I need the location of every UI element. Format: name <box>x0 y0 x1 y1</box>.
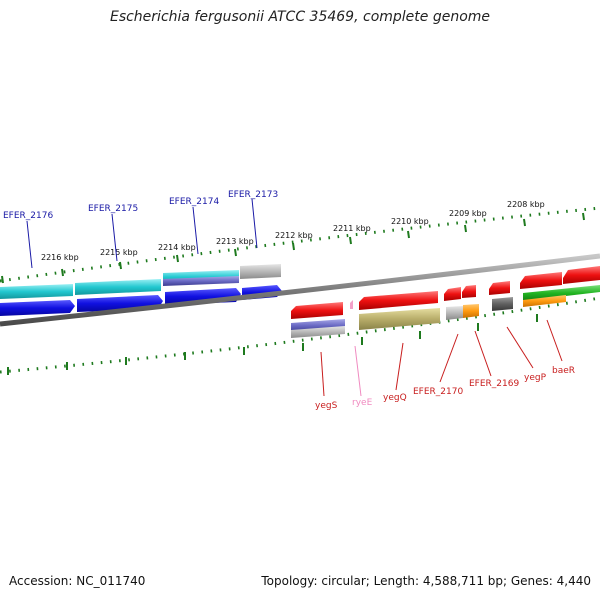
scale-label-2213: 2213 kbp <box>216 237 254 246</box>
gene-label-yegq[interactable]: yegQ <box>383 393 407 403</box>
cds-arrow-yegq[interactable] <box>359 291 438 310</box>
top-leader-lines <box>26 198 258 269</box>
gene-label-efer-2170[interactable]: EFER_2170 <box>413 387 463 397</box>
minus-strand-cds <box>291 266 600 319</box>
cds-arrow-efer-2169[interactable] <box>462 285 476 298</box>
scale-label-2216: 2216 kbp <box>41 253 79 262</box>
minus-strand-annotations <box>291 285 600 338</box>
genome-summary: Topology: circular; Length: 4,588,711 bp… <box>261 574 591 588</box>
cds-arrow-yegs[interactable] <box>291 302 343 319</box>
scale-label-2208: 2208 kbp <box>507 200 545 209</box>
inner-scale-ring <box>0 296 600 375</box>
bottom-leader-lines <box>320 319 563 397</box>
scale-label-2209: 2209 kbp <box>449 209 487 218</box>
bottom-gene-labels: yegS ryeE yegQ EFER_2170 EFER_2169 yegP … <box>315 366 575 411</box>
plus-strand-annotations <box>0 264 281 299</box>
outer-scale-ring <box>0 206 600 284</box>
genome-backbone <box>0 253 600 327</box>
scale-label-2215: 2215 kbp <box>100 248 138 257</box>
accession-label: Accession: NC_011740 <box>9 574 146 588</box>
gene-label-efer-2175[interactable]: EFER_2175 <box>88 204 138 214</box>
cds-arrow-efer-2170[interactable] <box>444 287 461 301</box>
scale-label-2211: 2211 kbp <box>333 224 371 233</box>
gene-label-baer[interactable]: baeR <box>552 366 575 376</box>
rna-ryee[interactable] <box>350 300 353 309</box>
scale-label-2210: 2210 kbp <box>391 217 429 226</box>
gene-label-efer-2174[interactable]: EFER_2174 <box>169 197 219 207</box>
cds-arrow-yegp[interactable] <box>489 281 510 295</box>
gene-label-efer-2176[interactable]: EFER_2176 <box>3 211 53 221</box>
gene-label-yegp[interactable]: yegP <box>524 373 547 383</box>
top-gene-labels: EFER_2176 EFER_2175 EFER_2174 EFER_2173 <box>3 190 278 221</box>
map-title: Escherichia fergusonii ATCC 35469, compl… <box>109 9 491 25</box>
scale-labels: 2216 kbp 2215 kbp 2214 kbp 2213 kbp 2212… <box>41 200 545 262</box>
cds-arrow-baer-1[interactable] <box>520 272 562 289</box>
gene-label-yegs[interactable]: yegS <box>315 401 338 411</box>
cds-arrow-baer-2[interactable] <box>563 266 600 284</box>
scale-label-2212: 2212 kbp <box>275 231 313 240</box>
scale-label-2214: 2214 kbp <box>158 243 196 252</box>
cds-arrow-efer-2176[interactable] <box>0 300 75 316</box>
gene-label-efer-2173[interactable]: EFER_2173 <box>228 190 278 200</box>
gene-label-ryee[interactable]: ryeE <box>352 398 373 408</box>
gene-label-efer-2169[interactable]: EFER_2169 <box>469 379 519 389</box>
